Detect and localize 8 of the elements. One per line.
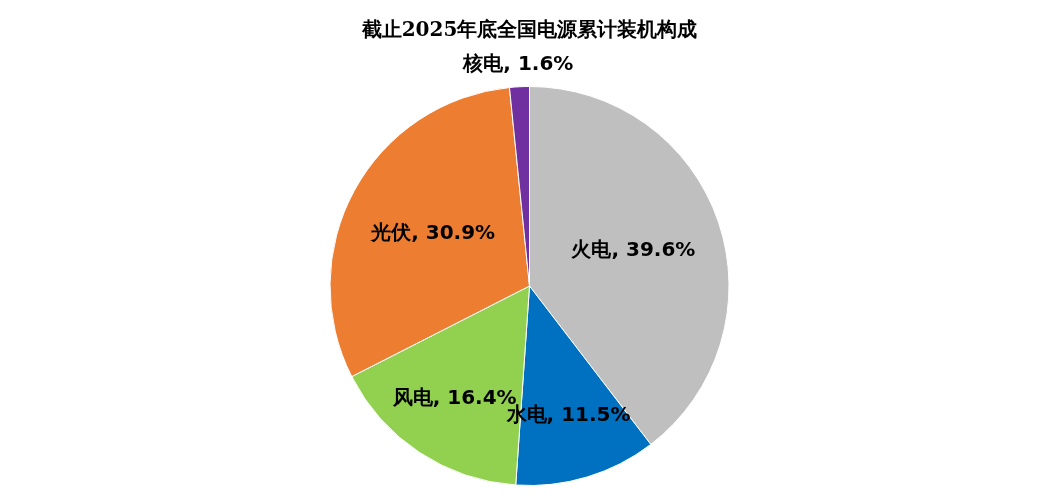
slice-label: 光伏 <box>370 219 413 244</box>
chart-title: 截止2025年底全国电源累计装机构成 <box>360 16 699 43</box>
slice-label: 风电 <box>391 385 434 410</box>
data-label: , 39.6% <box>611 236 696 261</box>
slice-label: 核电 <box>462 50 505 75</box>
data-label: , 11.5% <box>546 402 631 427</box>
data-label: , 30.9% <box>411 219 496 244</box>
data-label: , 1.6% <box>503 50 574 75</box>
